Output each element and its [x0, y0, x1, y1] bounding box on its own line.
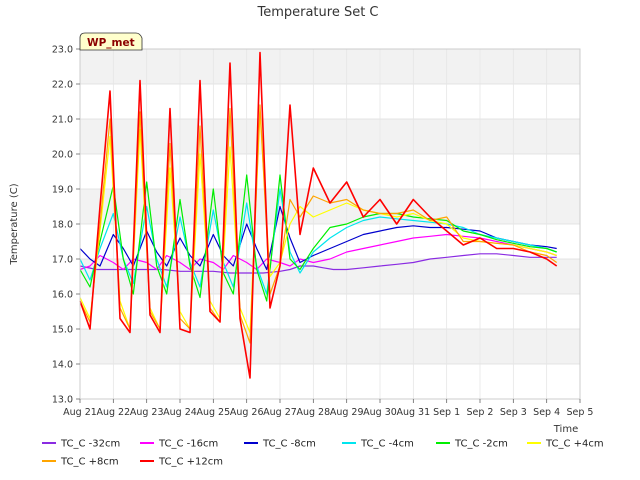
series-line-tc-c-4cm [79, 188, 557, 295]
y-tick-label: 15.0 [52, 325, 73, 336]
legend-label: TC_C -2cm [454, 439, 508, 450]
x-axis-ticks: Aug 21 Aug 22 Aug 23 Aug 24 Aug 25 Aug 26 Aug … [63, 399, 593, 418]
x-tick-label: Aug 27 [263, 407, 297, 418]
plot-band [80, 189, 580, 224]
legend-item: TC_C +12cm [140, 457, 223, 468]
x-tick-label: Aug 29 [330, 407, 364, 418]
x-tick-label: Aug 22 [96, 407, 130, 418]
x-tick-label: Aug 25 [196, 407, 230, 418]
x-axis-label: Time [553, 424, 578, 435]
chart-title: Temperature Set C [256, 5, 378, 20]
y-tick-label: 21.0 [52, 115, 73, 126]
legend-item: TC_C -8cm [244, 439, 316, 450]
legend-label: TC_C +12cm [158, 457, 223, 468]
plot-band [80, 84, 580, 119]
x-tick-label: Aug 26 [230, 407, 264, 418]
legend-label: TC_C -8cm [262, 439, 316, 450]
x-tick-label: Aug 23 [130, 407, 164, 418]
legend-label: TC_C -32cm [60, 439, 120, 450]
series-line-tc-c-12cm [79, 51, 558, 379]
series-line-tc-c-2cm [79, 174, 557, 302]
badge-label: WP_met [87, 37, 135, 49]
plot-band [80, 49, 580, 84]
x-tick-label: Aug 24 [163, 407, 197, 418]
plot-band [80, 154, 580, 189]
legend-label: TC_C -16cm [158, 439, 218, 450]
x-tick-label: Aug 21 [63, 407, 97, 418]
x-tick-label: Aug 28 [296, 407, 330, 418]
legend-item: TC_C -32cm [42, 439, 120, 450]
y-axis-label: Temperature (C) [9, 183, 20, 265]
x-tick-label: Aug 31 [396, 407, 430, 418]
y-tick-label: 23.0 [52, 45, 73, 56]
legend-label: TC_C -4cm [360, 439, 414, 450]
x-tick-label: Sep 4 [533, 407, 560, 418]
plot-band [80, 294, 580, 329]
y-tick-label: 13.0 [52, 395, 73, 406]
y-tick-label: 20.0 [52, 150, 73, 161]
legend-item: TC_C -16cm [140, 439, 218, 450]
legend: TC_C -32cm TC_C -16cm TC_C -8cm TC_C -4cm TC… [42, 439, 604, 468]
plot-band [80, 259, 580, 294]
x-tick-label: Sep 3 [500, 407, 527, 418]
legend-label: TC_C +8cm [60, 457, 119, 468]
wp-met-badge: WP_met [79, 32, 143, 51]
plot-band [80, 364, 580, 399]
x-tick-label: Sep 5 [567, 407, 594, 418]
legend-item: TC_C -2cm [436, 439, 508, 450]
y-tick-label: 19.0 [52, 185, 73, 196]
series-lines [79, 51, 558, 379]
plot-band [80, 329, 580, 364]
plot-band [80, 119, 580, 154]
legend-item: TC_C +8cm [42, 457, 119, 468]
x-tick-label: Sep 2 [467, 407, 494, 418]
y-tick-label: 14.0 [52, 360, 73, 371]
x-tick-label: Aug 30 [363, 407, 397, 418]
y-tick-label: 22.0 [52, 80, 73, 91]
y-tick-label: 16.0 [52, 290, 73, 301]
legend-item: TC_C -4cm [342, 439, 414, 450]
legend-label: TC_C +4cm [545, 439, 604, 450]
y-tick-label: 17.0 [52, 255, 73, 266]
y-tick-label: 18.0 [52, 220, 73, 231]
x-tick-label: Sep 1 [433, 407, 460, 418]
y-axis-ticks: 13.0 14.0 15.0 16.0 17.0 18.0 19.0 20.0 21.0 22.0… [52, 45, 80, 406]
series-line-tc-c-32cm [79, 253, 557, 274]
legend-item: TC_C +4cm [527, 439, 604, 450]
